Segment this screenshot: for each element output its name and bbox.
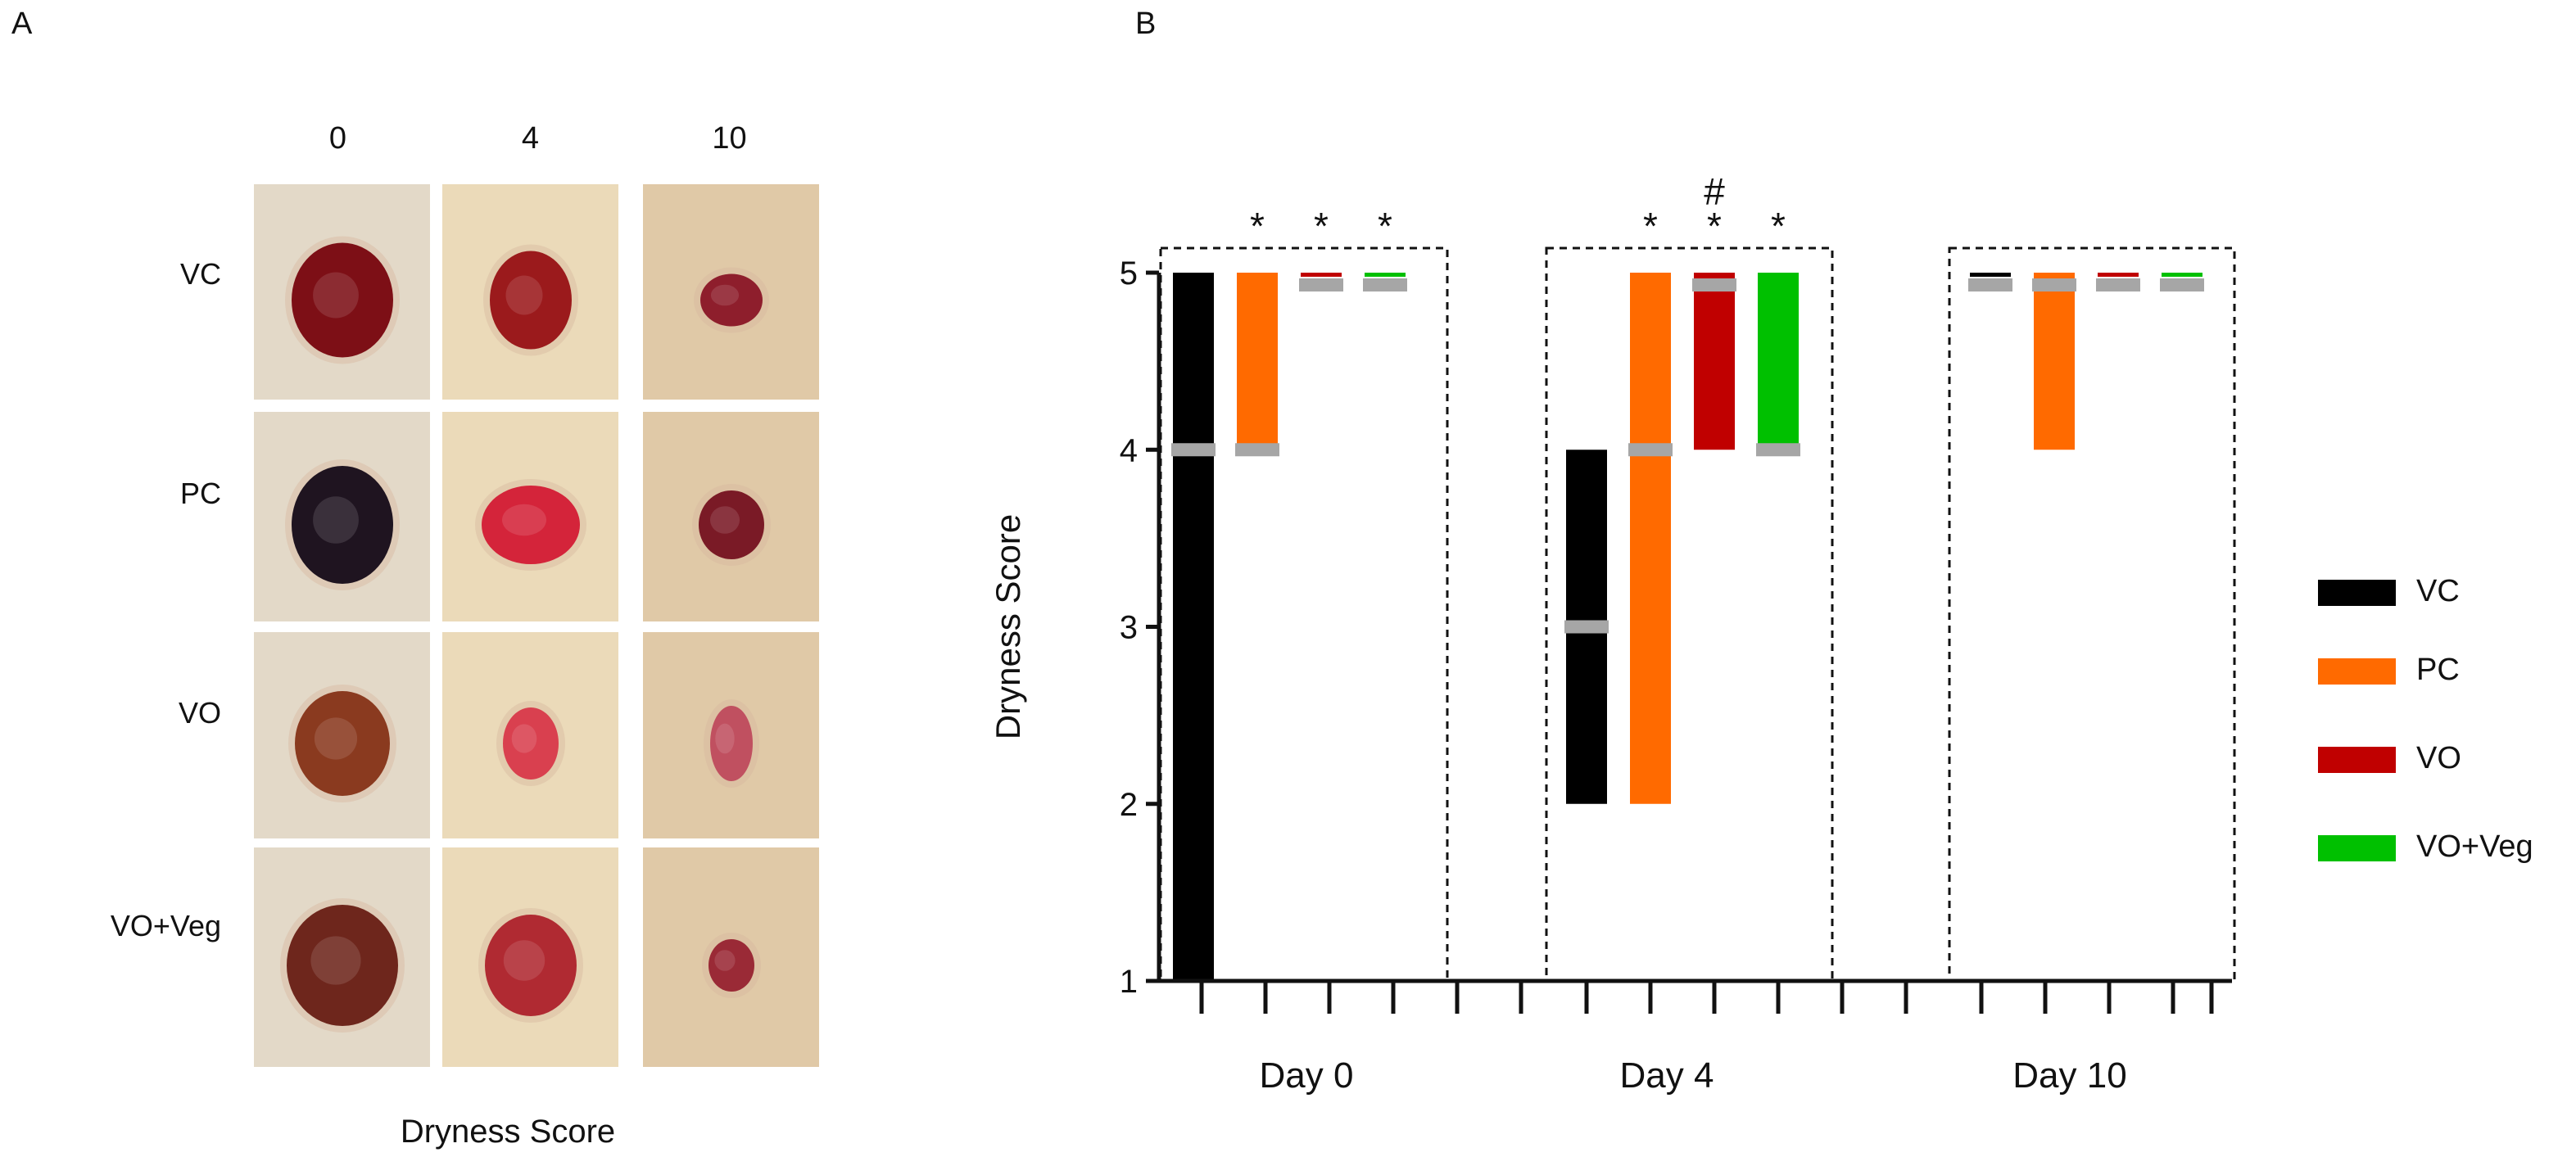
median-vc-1 <box>1171 443 1216 457</box>
median-vc-2 <box>1564 620 1609 634</box>
bar-pc-3 <box>2034 273 2075 450</box>
wound-area <box>700 273 763 327</box>
legend-swatch-voveg <box>2318 835 2396 861</box>
wound-area <box>292 466 393 584</box>
y-tick-label: 2 <box>1120 787 1138 823</box>
photo-voveg-day10 <box>643 847 819 1067</box>
wound-area <box>699 490 764 559</box>
wound-area <box>292 242 393 358</box>
photo-voveg-day0 <box>254 847 430 1067</box>
legend-label-voveg: VO+Veg <box>2416 829 2533 864</box>
bar-voveg-3 <box>2162 273 2203 277</box>
bar-vc-1 <box>1173 273 1214 981</box>
photo-vc-day4 <box>442 184 618 400</box>
median-vo-2 <box>1692 278 1736 291</box>
row-label-voveg: VO+Veg <box>110 909 221 942</box>
wound-area <box>710 706 753 781</box>
wound-area <box>287 905 398 1026</box>
legend-swatch-vo <box>2318 747 2396 773</box>
photo-pc-day0 <box>254 412 430 621</box>
row-label-vc: VC <box>179 257 221 291</box>
median-voveg-2 <box>1756 443 1800 457</box>
legend-swatch-vc <box>2318 580 2396 606</box>
photo-vo-day4 <box>442 632 618 838</box>
panel-a-label: A <box>11 7 33 41</box>
photo-vc-day0 <box>254 184 430 400</box>
median-pc-3 <box>2032 278 2076 291</box>
wound-area <box>709 939 754 992</box>
median-pc-1 <box>1235 443 1279 457</box>
median-vo-1 <box>1299 278 1343 291</box>
legend-label-pc: PC <box>2416 653 2460 687</box>
median-vo-3 <box>2096 278 2140 291</box>
photo-vo-day10 <box>643 632 819 838</box>
legend-swatch-pc <box>2318 658 2396 685</box>
row-label-pc: PC <box>179 477 221 510</box>
panel-a-caption: Dryness Score <box>400 1114 616 1150</box>
photo-pc-day10 <box>643 412 819 621</box>
bar-voveg-2 <box>1758 273 1799 450</box>
group-box-2 <box>1545 246 1834 983</box>
significance-asterisk: * <box>1643 205 1658 247</box>
significance-hash: # <box>1704 170 1725 213</box>
column-label-day10: 10 <box>712 121 747 156</box>
y-tick-label: 1 <box>1120 964 1138 1000</box>
legend-label-vo: VO <box>2416 741 2461 775</box>
significance-asterisk: * <box>1378 205 1392 247</box>
significance-asterisk: * <box>1771 205 1786 247</box>
group-box-3 <box>1948 246 2236 983</box>
significance-asterisk: * <box>1314 205 1329 247</box>
panel-b-label: B <box>1135 7 1157 41</box>
y-tick-label: 3 <box>1120 610 1138 646</box>
y-tick-label: 4 <box>1120 432 1138 468</box>
legend-label-vc: VC <box>2416 574 2460 608</box>
x-category-label-2: Day 4 <box>1620 1055 1714 1096</box>
wound-area <box>485 915 577 1016</box>
median-voveg-1 <box>1363 278 1407 291</box>
bar-vc-3 <box>1970 273 2011 277</box>
median-voveg-3 <box>2160 278 2204 291</box>
photo-vo-day0 <box>254 632 430 838</box>
y-axis-label: Dryness Score <box>989 514 1027 739</box>
x-category-label-3: Day 10 <box>2012 1055 2126 1096</box>
photo-vc-day10 <box>643 184 819 400</box>
wound-area <box>503 707 559 780</box>
column-label-day4: 4 <box>521 121 540 156</box>
wound-area <box>295 691 390 796</box>
row-label-vo: VO <box>178 696 221 730</box>
median-vc-3 <box>1968 278 2012 291</box>
median-pc-2 <box>1628 443 1673 457</box>
photo-pc-day4 <box>442 412 618 621</box>
bar-vo-2 <box>1694 273 1735 450</box>
x-category-label-1: Day 0 <box>1260 1055 1354 1096</box>
significance-asterisk: * <box>1250 205 1265 247</box>
photo-voveg-day4 <box>442 847 618 1067</box>
wound-area <box>482 486 580 564</box>
bar-pc-2 <box>1630 273 1671 804</box>
bar-voveg-1 <box>1365 273 1406 277</box>
column-label-day0: 0 <box>328 121 347 156</box>
y-tick-label: 5 <box>1120 255 1138 291</box>
wound-area <box>490 251 572 350</box>
bar-vo-3 <box>2098 273 2139 277</box>
significance-asterisk: * <box>1707 205 1722 247</box>
bar-vo-1 <box>1301 273 1342 277</box>
bar-pc-1 <box>1237 273 1278 450</box>
